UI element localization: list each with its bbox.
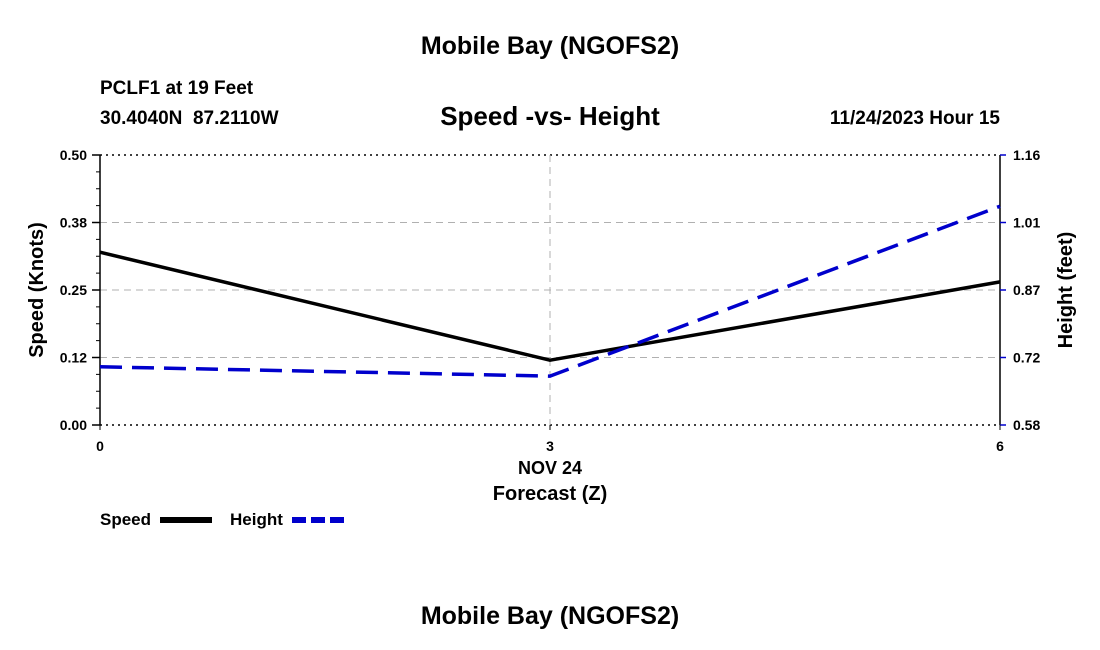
grid-lines <box>100 154 1000 426</box>
y-tick-label-left: 0.50 <box>60 147 87 163</box>
axes <box>92 154 1006 430</box>
x-tick-label: 6 <box>996 438 1004 454</box>
y-axis-label-left: Speed (Knots) <box>26 222 48 358</box>
footer-title: Mobile Bay (NGOFS2) <box>421 602 679 630</box>
tick-labels: 0.00 0.58 0.12 0.72 0.25 0.87 0.38 1.01 0.50 1.16… <box>60 147 1041 454</box>
plot-subtitle: Speed -vs- Height <box>440 101 660 131</box>
legend-label-height: Height <box>230 510 283 529</box>
chart-title: Mobile Bay (NGOFS2) <box>421 32 679 60</box>
y-tick-label-right: 0.87 <box>1013 282 1040 298</box>
y-tick-label-right: 1.01 <box>1013 215 1040 231</box>
date-label: 11/24/2023 Hour 15 <box>830 108 1000 129</box>
y-axis-label-right: Height (feet) <box>1055 232 1077 349</box>
y-tick-label-left: 0.00 <box>60 417 87 433</box>
series-lines <box>99 204 1001 378</box>
x-tick-label: 0 <box>96 438 104 454</box>
x-tick-label: 3 <box>546 438 554 454</box>
y-tick-label-right: 1.16 <box>1013 147 1040 163</box>
station-label: PCLF1 at 19 Feet <box>100 78 254 99</box>
legend: Speed Height <box>100 510 344 529</box>
y-tick-label-right: 0.72 <box>1013 350 1040 366</box>
legend-label-speed: Speed <box>100 510 151 529</box>
x-axis-date-label: NOV 24 <box>518 458 582 478</box>
x-axis-label: Forecast (Z) <box>493 483 607 505</box>
y-tick-label-left: 0.25 <box>60 282 87 298</box>
y-tick-label-right: 0.58 <box>1013 417 1040 433</box>
y-tick-label-left: 0.12 <box>60 350 87 366</box>
coordinates-label: 30.4040N 87.2110W <box>100 108 279 129</box>
y-tick-label-left: 0.38 <box>60 215 87 231</box>
